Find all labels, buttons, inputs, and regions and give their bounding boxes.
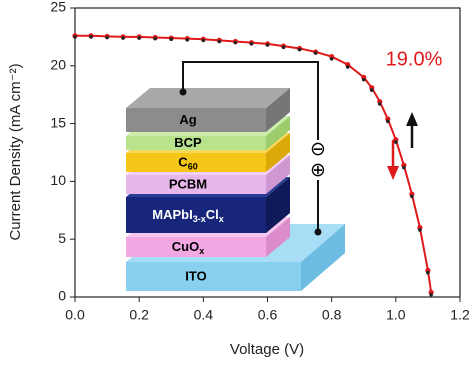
layer-front bbox=[126, 262, 301, 291]
minus-sign: ⊖ bbox=[310, 139, 326, 160]
plus-sign: ⊕ bbox=[310, 160, 326, 181]
layer-label: BCP bbox=[174, 135, 202, 150]
layer-label: PCBM bbox=[169, 177, 207, 192]
wire bbox=[182, 61, 319, 140]
layer-label: CuOx bbox=[172, 239, 204, 256]
x-tick-label: 0.8 bbox=[322, 307, 342, 323]
label-part: Cl bbox=[206, 207, 219, 222]
data-point bbox=[233, 40, 238, 45]
x-tick-label: 0.2 bbox=[129, 307, 149, 323]
layer-side bbox=[266, 116, 290, 150]
layer-label: C60 bbox=[178, 155, 197, 172]
data-point bbox=[377, 102, 382, 106]
data-point bbox=[369, 88, 374, 92]
y-tick-label: 15 bbox=[50, 114, 66, 130]
data-point bbox=[297, 47, 302, 52]
layer-front bbox=[126, 108, 266, 132]
data-point bbox=[313, 51, 318, 55]
layer-side bbox=[266, 155, 290, 194]
layer-front bbox=[126, 175, 266, 194]
layer-front bbox=[126, 153, 266, 172]
data-point bbox=[217, 39, 222, 44]
y-tick-label: 0 bbox=[58, 288, 66, 304]
label-part: PCBM bbox=[169, 177, 207, 192]
label-part: MAPbI bbox=[152, 207, 192, 222]
data-point bbox=[121, 36, 125, 40]
layer-label: ITO bbox=[185, 269, 206, 284]
arrow-head bbox=[406, 112, 418, 126]
x-axis-label: Voltage (V) bbox=[230, 341, 304, 358]
label-part: CuO bbox=[172, 239, 199, 254]
arrow-head bbox=[387, 166, 399, 180]
data-point bbox=[426, 270, 430, 275]
layer-side bbox=[301, 224, 345, 291]
layer-side bbox=[266, 217, 290, 257]
subscript: x bbox=[199, 246, 204, 256]
layer-side bbox=[266, 88, 290, 132]
subscript: 60 bbox=[188, 162, 198, 172]
x-tick-label: 0.0 bbox=[65, 307, 85, 323]
data-point bbox=[137, 36, 141, 40]
data-point bbox=[402, 165, 406, 170]
data-point bbox=[249, 42, 254, 46]
x-tick-label: 0.6 bbox=[258, 307, 278, 323]
x-tick-label: 1.2 bbox=[450, 307, 470, 323]
data-point bbox=[73, 35, 77, 39]
data-point bbox=[329, 57, 334, 61]
data-point bbox=[169, 37, 174, 42]
layer-top bbox=[126, 88, 290, 108]
data-point bbox=[105, 35, 109, 40]
layer-side bbox=[266, 133, 290, 172]
contact bbox=[314, 228, 322, 236]
y-tick-label: 5 bbox=[58, 230, 66, 246]
x-tick-label: 1.0 bbox=[386, 307, 406, 323]
data-point bbox=[89, 35, 93, 39]
efficiency-label: 19.0% bbox=[386, 48, 443, 70]
label-part: BCP bbox=[174, 135, 202, 150]
data-point bbox=[153, 36, 158, 41]
data-point bbox=[265, 43, 270, 47]
data-point bbox=[361, 77, 366, 82]
subscript: x bbox=[219, 214, 224, 224]
layer-side bbox=[266, 177, 290, 233]
label-part: ITO bbox=[185, 269, 206, 284]
y-tick-label: 20 bbox=[50, 57, 66, 73]
label-part: Ag bbox=[179, 112, 196, 127]
data-point bbox=[429, 292, 433, 297]
label-part: C bbox=[178, 155, 188, 170]
layer-front bbox=[126, 237, 266, 257]
data-point bbox=[185, 37, 190, 42]
contact bbox=[179, 88, 187, 96]
y-axis-label: Current Density (mA cm⁻²) bbox=[7, 63, 24, 240]
jv-curve bbox=[75, 34, 433, 293]
layer-label: MAPbI3-xClx bbox=[152, 207, 223, 224]
data-point bbox=[394, 140, 398, 144]
data-point bbox=[201, 38, 206, 43]
layer-label: Ag bbox=[179, 112, 196, 127]
y-tick-label: 10 bbox=[50, 172, 66, 188]
data-point bbox=[418, 228, 422, 232]
data-point bbox=[345, 65, 350, 69]
subscript: 3-x bbox=[193, 214, 206, 224]
data-point bbox=[281, 45, 286, 50]
y-tick-label: 25 bbox=[50, 0, 66, 15]
data-point bbox=[410, 194, 414, 199]
layer-front bbox=[126, 197, 266, 233]
x-tick-label: 0.4 bbox=[194, 307, 214, 323]
data-point bbox=[386, 119, 390, 124]
layer-front bbox=[126, 136, 266, 150]
